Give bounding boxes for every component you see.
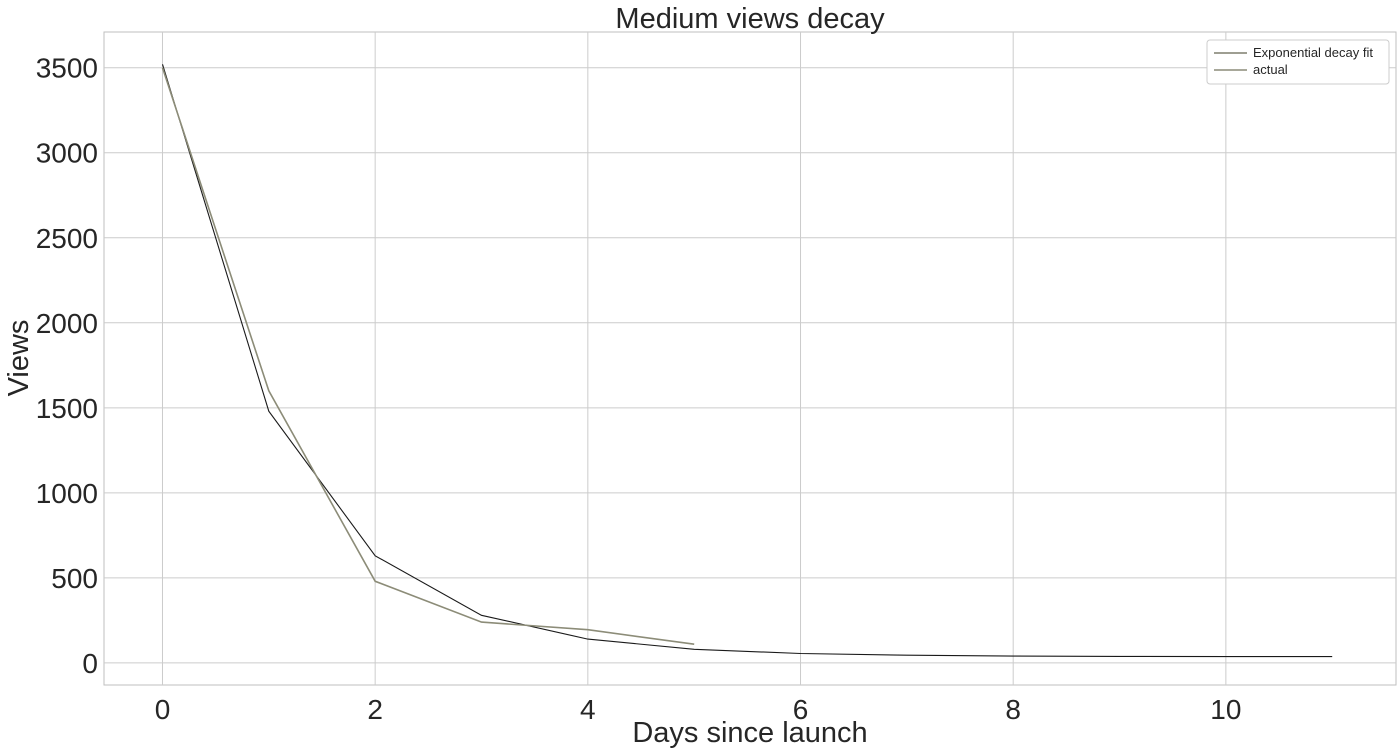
- plot-area: [103, 31, 1397, 686]
- x-tick-label: 8: [1005, 694, 1021, 725]
- x-tick-label: 10: [1210, 694, 1241, 725]
- legend-label-fit: Exponential decay fit: [1253, 45, 1373, 60]
- x-tick-label: 4: [580, 694, 596, 725]
- x-tick-label: 6: [793, 694, 809, 725]
- x-tick-label: 2: [367, 694, 383, 725]
- y-tick-label: 3000: [36, 138, 98, 169]
- y-tick-label: 2000: [36, 308, 98, 339]
- y-tick-label: 2500: [36, 223, 98, 254]
- series-line-fit: [161, 64, 1333, 658]
- series-layer: [161, 64, 1333, 658]
- grid-lines: [104, 32, 1396, 685]
- y-tick-label: 0: [82, 648, 98, 679]
- legend: Exponential decay fit actual: [1206, 39, 1390, 85]
- chart-title: Medium views decay: [615, 3, 885, 35]
- legend-box: [1206, 39, 1390, 85]
- tick-labels: 0 2 4 6 8 10 0 500 1000 1500 2000 2500 3000 3500: [36, 53, 1242, 725]
- y-axis-title: Views: [3, 320, 35, 397]
- y-tick-label: 1500: [36, 393, 98, 424]
- y-tick-label: 500: [51, 563, 98, 594]
- x-axis-title: Days since launch: [632, 717, 867, 749]
- x-tick-label: 0: [155, 694, 171, 725]
- y-tick-label: 3500: [36, 53, 98, 84]
- legend-label-actual: actual: [1253, 62, 1288, 77]
- series-line-actual: [161, 67, 695, 645]
- y-tick-label: 1000: [36, 478, 98, 509]
